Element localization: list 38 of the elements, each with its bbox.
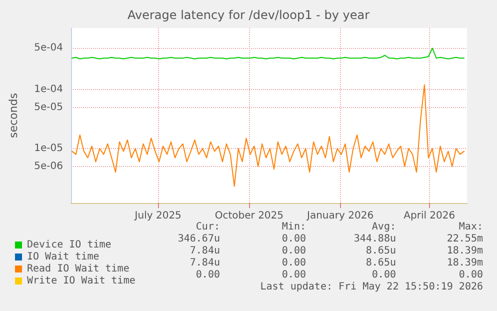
text: 7.84u: [190, 258, 220, 268]
text: 0.00: [458, 270, 483, 280]
y-tick-label: 1e-05: [34, 143, 63, 154]
text: 0.00: [282, 270, 306, 280]
text: 0.00: [282, 234, 306, 244]
line-series: [71, 84, 465, 187]
text: 8.65u: [366, 258, 396, 268]
y-tick-label: 5e-04: [34, 42, 63, 54]
text: 7.84u: [190, 246, 220, 256]
x-tick-label: April 2026: [404, 210, 456, 222]
text: 18.39m: [446, 258, 483, 268]
y-tick-label: 5e-05: [34, 102, 63, 113]
text: 346.67u: [178, 234, 220, 244]
text: Cur:: [196, 222, 220, 232]
text: Last update: Fri May 22 15:50:19 2026: [260, 282, 484, 292]
x-tick-label: July 2025: [134, 210, 182, 222]
text: 8.65u: [366, 246, 396, 256]
text: 18.39m: [446, 246, 483, 256]
text: 0.00: [372, 270, 396, 280]
text: 344.88u: [354, 234, 396, 244]
text: 0.00: [282, 246, 306, 256]
text: Min:: [282, 222, 306, 232]
text: 0.00: [282, 258, 306, 268]
chart-title: Average latency for /dev/loop1 - by year: [127, 8, 370, 22]
y-tick-label: 1e-04: [34, 84, 63, 96]
text: Avg:: [372, 222, 396, 232]
x-tick-label: January 2026: [306, 210, 374, 222]
text: Max:: [458, 222, 483, 232]
y-tick-label: 5e-06: [34, 160, 63, 172]
legend-label: Read IO Wait time: [27, 264, 130, 274]
legend-label: IO Wait time: [27, 252, 100, 262]
line-series: [71, 48, 465, 60]
x-tick-label: October 2025: [214, 210, 284, 222]
legend-label: Write IO Wait time: [27, 276, 136, 286]
text: 0.00: [196, 270, 220, 280]
text: 22.55m: [446, 234, 483, 244]
y-axis-title: seconds: [7, 92, 20, 138]
legend-label: Device IO time: [27, 240, 112, 250]
